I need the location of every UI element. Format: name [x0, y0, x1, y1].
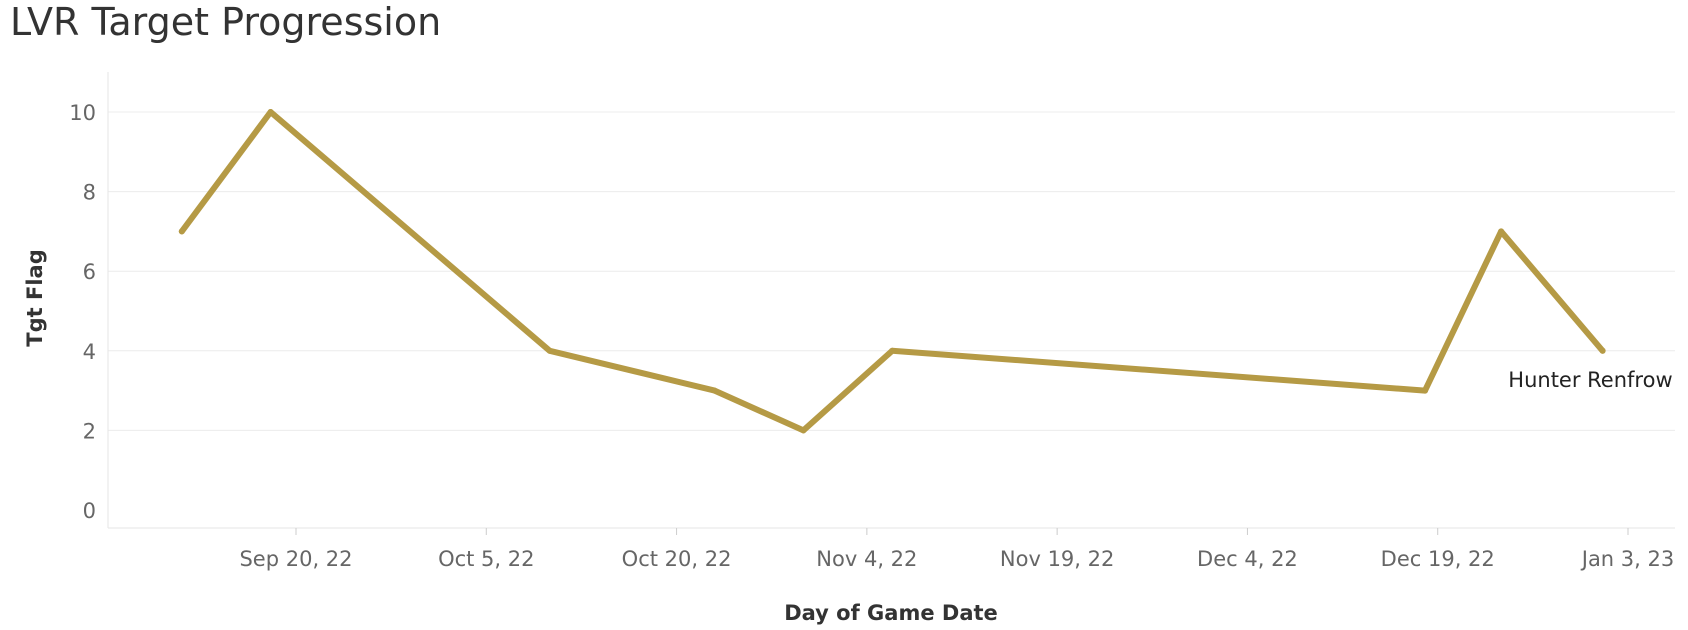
data-point — [711, 387, 718, 394]
series-annotation: Hunter Renfrow — [1508, 368, 1672, 392]
y-tick-label: 4 — [83, 340, 96, 364]
y-axis-label: Tgt Flag — [23, 249, 47, 346]
x-tick-labels: Sep 20, 22 Oct 5, 22 Oct 20, 22 Nov 4, 22 No… — [239, 528, 1674, 571]
y-tick-label: 0 — [83, 499, 96, 523]
data-point — [800, 427, 807, 434]
x-axis-label: Day of Game Date — [784, 601, 998, 625]
x-tick-label: Sep 20, 22 — [239, 547, 352, 571]
chart-title: LVR Target Progression — [10, 0, 442, 44]
y-tick-labels: 0 2 4 6 8 10 — [69, 101, 96, 523]
x-tick-label: Nov 4, 22 — [816, 547, 917, 571]
x-tick-label: Oct 5, 22 — [438, 547, 534, 571]
data-point — [889, 347, 896, 354]
y-tick-label: 8 — [83, 181, 96, 205]
data-point — [1422, 387, 1429, 394]
data-point — [267, 109, 274, 115]
y-tick-label: 2 — [83, 419, 96, 443]
data-point — [546, 347, 553, 354]
x-tick-label: Dec 4, 22 — [1197, 547, 1298, 571]
axes — [107, 72, 1675, 529]
y-tick-label: 10 — [69, 101, 96, 125]
x-tick-label: Dec 19, 22 — [1381, 547, 1495, 571]
x-tick-label: Nov 19, 22 — [1000, 547, 1114, 571]
x-tick-label: Jan 3, 23 — [1580, 547, 1674, 571]
annotations: Hunter Renfrow — [1508, 368, 1672, 392]
data-point — [1599, 347, 1606, 354]
data-point — [178, 228, 185, 235]
data-point — [1498, 228, 1505, 235]
x-tick-label: Oct 20, 22 — [622, 547, 732, 571]
series-group — [178, 109, 1606, 434]
gridlines — [108, 111, 1675, 431]
y-tick-label: 6 — [83, 260, 96, 284]
